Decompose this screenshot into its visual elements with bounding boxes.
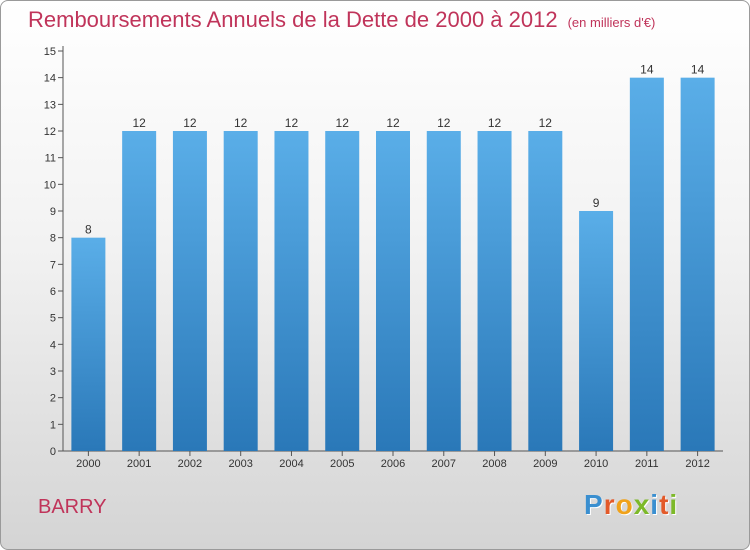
- x-tick-label: 2010: [584, 458, 608, 470]
- y-tick-label: 5: [50, 313, 56, 325]
- data-label: 12: [183, 116, 197, 130]
- data-label: 9: [593, 196, 600, 210]
- data-label: 12: [132, 116, 146, 130]
- x-tick-label: 2012: [685, 458, 709, 470]
- bar: [122, 131, 157, 451]
- y-tick-label: 2: [50, 393, 56, 405]
- y-tick-label: 0: [50, 446, 56, 458]
- data-label: 12: [386, 116, 400, 130]
- bars: 8 12 12 12 12 12 12 12 12 12 9 14 14: [71, 63, 715, 452]
- bar: [376, 131, 410, 451]
- x-tick-label: 2011: [635, 458, 659, 470]
- x-tick-label: 2004: [279, 458, 303, 470]
- data-label: 14: [691, 63, 705, 77]
- y-tick-label: 12: [44, 126, 56, 138]
- data-label: 12: [285, 116, 299, 130]
- y-tick-label: 1: [50, 419, 56, 431]
- y-tick-label: 13: [44, 99, 56, 111]
- bar: [680, 77, 715, 452]
- x-tick-label: 2000: [76, 458, 100, 470]
- x-tick-label: 2006: [381, 458, 405, 470]
- y-tick-label: 15: [44, 46, 56, 58]
- y-tick-label: 4: [50, 339, 56, 351]
- y-tick-label: 3: [50, 366, 56, 378]
- data-label: 12: [336, 116, 350, 130]
- x-tick-label: 2001: [127, 458, 151, 470]
- title-unit: (en milliers d'€): [567, 15, 656, 30]
- data-label: 12: [488, 116, 502, 130]
- x-tick-label: 2008: [482, 458, 506, 470]
- y-tick-label: 6: [50, 286, 56, 298]
- y-tick-label: 9: [50, 206, 56, 218]
- x-tick-label: 2003: [228, 458, 252, 470]
- commune-name: BARRY: [38, 496, 107, 518]
- x-tick-label: 2009: [533, 458, 557, 470]
- y-tick-label: 8: [50, 233, 56, 245]
- x-tick-label: 2007: [432, 458, 456, 470]
- bar: [274, 131, 309, 451]
- y-tick-label: 14: [44, 73, 56, 85]
- x-axis: 2000 2001 2002 2003 2004 2005 2006 2007 2008 2009…: [63, 450, 723, 470]
- proxiti-logo: Proxiti: [584, 489, 679, 520]
- chart-title: Remboursements Annuels de la Dette de 20…: [28, 7, 655, 33]
- x-tick-label: 2005: [330, 458, 354, 470]
- data-label: 12: [437, 116, 451, 130]
- bar: [629, 77, 664, 452]
- bar: [223, 131, 258, 451]
- x-tick-label: 2002: [178, 458, 202, 470]
- bar: [528, 131, 563, 451]
- bar: [172, 131, 207, 451]
- y-tick-label: 11: [45, 153, 56, 165]
- bar: [477, 131, 512, 451]
- bar: [579, 211, 614, 451]
- title-main: Remboursements Annuels de la Dette de 20…: [28, 7, 558, 32]
- data-label: 14: [640, 63, 654, 77]
- y-tick-label: 7: [50, 259, 56, 271]
- bar: [426, 131, 461, 451]
- y-tick-label: 10: [44, 179, 56, 191]
- data-label: 8: [85, 223, 92, 237]
- data-label: 12: [234, 116, 248, 130]
- data-label: 12: [539, 116, 553, 130]
- bar: [71, 237, 106, 451]
- bar: [325, 131, 360, 451]
